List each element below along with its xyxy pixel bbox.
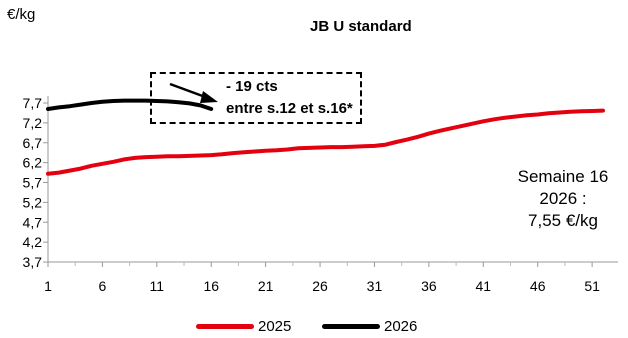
y-tick-label: 3,7 xyxy=(23,254,43,270)
series-lines xyxy=(46,98,605,176)
callout-arrow-head xyxy=(200,91,218,103)
legend-label-2025: 2025 xyxy=(258,318,292,335)
y-tick-label: 5,7 xyxy=(23,175,43,191)
legend-item-2025: 2025 xyxy=(196,318,291,335)
x-tick-label: 1 xyxy=(44,278,52,294)
callout-arrow-shaft xyxy=(169,82,209,100)
callout-arrow xyxy=(169,82,218,103)
x-tick-label: 16 xyxy=(203,278,219,294)
x-tick-label: 41 xyxy=(476,278,492,294)
callout-text-period: entre s.12 et s.16* xyxy=(226,100,353,117)
legend-swatch-2026 xyxy=(322,324,380,329)
x-tick-label: 46 xyxy=(530,278,546,294)
y-axis: 3,7 4,2 4,7 5,2 5,7 6,2 6,7 7,2 7,7 xyxy=(23,95,49,270)
x-tick-label: 31 xyxy=(367,278,383,294)
price-note-week: Semaine 16 xyxy=(517,167,609,186)
legend-label-2026: 2026 xyxy=(384,318,418,335)
price-note-year: 2026 : xyxy=(539,189,587,208)
callout-text-change: - 19 cts xyxy=(226,78,278,95)
x-tick-label: 6 xyxy=(99,278,107,294)
x-tick-label: 36 xyxy=(421,278,437,294)
x-axis: 1 6 11 16 21 26 31 36 41 46 51 xyxy=(44,261,618,294)
y-tick-label: 7,7 xyxy=(23,95,43,111)
x-tick-label: 11 xyxy=(150,278,165,294)
y-axis-unit-label: €/kg xyxy=(7,6,36,23)
x-tick-label: 51 xyxy=(584,278,600,294)
legend-item-2026: 2026 xyxy=(322,318,417,335)
x-tick-label: 26 xyxy=(312,278,328,294)
y-tick-label: 5,2 xyxy=(23,194,43,210)
y-tick-label: 6,7 xyxy=(23,135,43,151)
chart-title: JB U standard xyxy=(310,18,412,35)
legend-swatch-2025 xyxy=(196,324,254,329)
series-line-2025 xyxy=(46,108,605,176)
y-tick-label: 6,2 xyxy=(23,155,43,171)
y-tick-label: 7,2 xyxy=(23,115,43,131)
y-tick-label: 4,7 xyxy=(23,214,43,230)
series-line-2026 xyxy=(46,98,214,111)
price-note: Semaine 16 2026 : 7,55 €/kg xyxy=(500,166,626,232)
y-tick-label: 4,2 xyxy=(23,234,43,250)
callout-box xyxy=(150,72,362,124)
x-tick-label: 21 xyxy=(258,278,274,294)
price-note-value: 7,55 €/kg xyxy=(528,211,598,230)
